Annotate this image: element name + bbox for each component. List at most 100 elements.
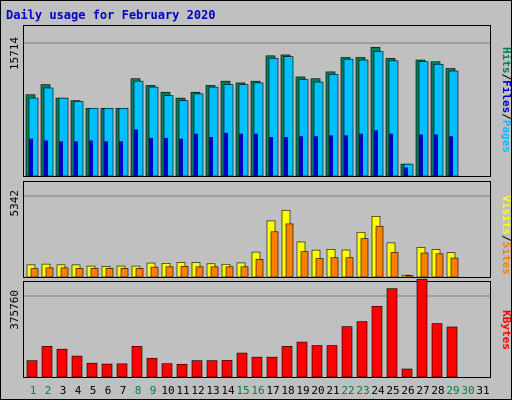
bar-pages (448, 70, 459, 177)
bar-pages (388, 60, 399, 177)
legend-kbytes: KBytes (500, 310, 512, 350)
bar-sites (105, 268, 114, 278)
legend-hits: Hits (500, 47, 512, 74)
bar-sites (150, 266, 159, 278)
bar-kbytes (41, 346, 53, 378)
day-label: 1 (30, 384, 37, 397)
bar-sites (330, 257, 339, 278)
legend-pages: Pages (500, 120, 512, 153)
legend-sites: Sites (500, 242, 512, 275)
bar-files (404, 167, 408, 176)
bar-sites (420, 252, 429, 278)
day-label: 7 (120, 384, 127, 397)
legend-separator: / (500, 74, 512, 81)
bar-kbytes (101, 363, 113, 378)
bar-pages (73, 101, 84, 177)
bar-files (29, 138, 33, 176)
bar-pages (283, 56, 294, 177)
day-label: 12 (191, 384, 204, 397)
day-label: 17 (266, 384, 279, 397)
bar-kbytes (431, 323, 443, 378)
bar-sites (435, 253, 444, 278)
bar-sites (270, 231, 279, 278)
bar-files (179, 138, 183, 176)
bar-kbytes (56, 348, 68, 378)
day-label: 20 (311, 384, 324, 397)
bar-kbytes (416, 278, 428, 378)
bar-files (89, 140, 93, 176)
bar-sites (285, 223, 294, 278)
bar-files (44, 140, 48, 176)
bar-pages (433, 63, 444, 177)
bar-sites (45, 267, 54, 278)
bar-kbytes (161, 363, 173, 378)
bar-files (209, 137, 213, 176)
bar-files (344, 135, 348, 176)
day-label: 5 (90, 384, 97, 397)
bar-files (299, 136, 303, 176)
bar-pages (268, 58, 279, 177)
y-max-label: 5342 (8, 190, 21, 217)
bar-sites (210, 266, 219, 278)
chart-title: Daily usage for February 2020 (6, 8, 216, 22)
bar-sites (180, 266, 189, 278)
bar-kbytes (131, 346, 143, 378)
bar-kbytes (281, 346, 293, 378)
bar-sites (120, 268, 129, 278)
bar-pages (163, 95, 174, 177)
y-max-label: 15714 (8, 37, 21, 70)
bar-files (314, 136, 318, 176)
bar-kbytes (401, 368, 413, 378)
bar-kbytes (446, 326, 458, 378)
day-label: 24 (371, 384, 385, 397)
bar-kbytes (311, 345, 323, 378)
bar-kbytes (206, 360, 218, 378)
bar-pages (178, 100, 189, 177)
bar-kbytes (176, 363, 188, 378)
day-label: 13 (206, 384, 219, 397)
legend: Hits/Files/Pages (500, 47, 512, 153)
bar-files (284, 137, 288, 176)
legend-separator: / (500, 235, 512, 242)
bar-pages (373, 51, 384, 177)
bar-sites (240, 266, 249, 278)
bar-files (254, 133, 258, 176)
bar-files (164, 137, 168, 176)
y-max-label: 375760 (8, 290, 21, 330)
bar-pages (358, 59, 369, 177)
bar-sites (255, 258, 264, 278)
day-label: 11 (176, 384, 189, 397)
day-label: 8 (135, 384, 142, 397)
bar-sites (405, 275, 414, 278)
bar-kbytes (116, 363, 128, 378)
bar-files (119, 141, 123, 176)
bar-pages (223, 84, 234, 177)
bar-sites (225, 266, 234, 278)
day-label: 15 (236, 384, 249, 397)
bar-pages (418, 61, 429, 177)
bar-pages (28, 97, 39, 177)
bar-sites (165, 266, 174, 278)
bar-kbytes (386, 288, 398, 378)
bar-files (449, 136, 453, 176)
bar-files (359, 133, 363, 176)
legend: Visits/Sites (500, 195, 512, 275)
bar-sites (195, 266, 204, 278)
bar-sites (75, 268, 84, 278)
bar-pages (58, 97, 69, 177)
bar-kbytes (371, 305, 383, 378)
day-label: 22 (341, 384, 354, 397)
bar-pages (238, 84, 249, 177)
bar-kbytes (356, 321, 368, 378)
visits-sites-panel: 5342 Visits/Sites (8, 181, 512, 278)
bar-files (239, 133, 243, 176)
bar-files (329, 135, 333, 176)
day-label: 19 (296, 384, 309, 397)
day-label: 28 (431, 384, 444, 397)
day-label: 29 (446, 384, 459, 397)
day-label: 26 (401, 384, 414, 397)
bar-sites (360, 238, 369, 278)
bar-pages (133, 80, 144, 177)
